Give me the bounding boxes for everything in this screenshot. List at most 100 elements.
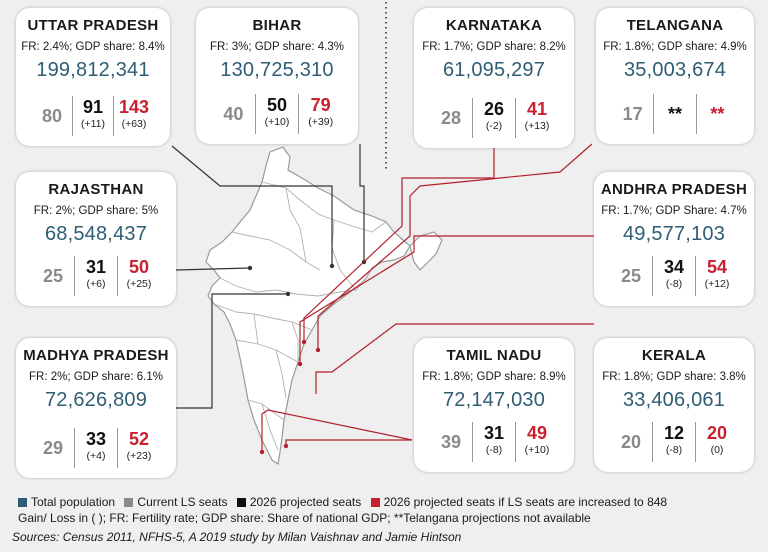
state-name: KERALA bbox=[641, 347, 707, 364]
total-population: 68,548,437 bbox=[44, 223, 148, 245]
seat-columns: 28 26 (-2) 41 (+13) bbox=[430, 98, 558, 138]
increased-seats: 54 bbox=[706, 257, 728, 277]
fertility-gdp: FR: 1.8%; GDP share: 8.9% bbox=[422, 371, 566, 383]
legend-swatch bbox=[236, 498, 246, 507]
north-connectors bbox=[171, 144, 365, 409]
projected-change: (+11) bbox=[80, 118, 106, 130]
current-seats: 25 bbox=[620, 266, 642, 286]
projected-change: (-2) bbox=[485, 120, 503, 132]
legend: Total population Current LS seats 2026 p… bbox=[18, 494, 673, 510]
fertility-gdp: FR: 1.8%; GDP share: 3.8% bbox=[602, 371, 746, 383]
current-seats: 80 bbox=[41, 106, 63, 126]
legend-item-projected-seats: 2026 projected seats bbox=[236, 494, 362, 510]
total-population: 199,812,341 bbox=[36, 59, 150, 81]
projected-seats: 91 bbox=[82, 97, 104, 117]
state-name: TELANGANA bbox=[626, 17, 724, 34]
fertility-gdp: FR: 1.8%; GDP share: 4.9% bbox=[603, 41, 747, 53]
increased-change: (0) bbox=[710, 444, 724, 456]
legend-label: 2026 projected seats if LS seats are inc… bbox=[383, 495, 668, 509]
increased-change: (+39) bbox=[308, 116, 334, 128]
total-population: 72,147,030 bbox=[442, 389, 546, 411]
state-name: ANDHRA PRADESH bbox=[600, 181, 748, 198]
projected-seats: 31 bbox=[483, 423, 505, 443]
increased-seats: 41 bbox=[526, 99, 548, 119]
seat-columns: 17 ** ** bbox=[612, 94, 738, 134]
seat-columns: 29 33 (+4) 52 (+23) bbox=[32, 428, 160, 468]
state-name: TAMIL NADU bbox=[446, 347, 542, 364]
state-card-telangana: TELANGANA FR: 1.8%; GDP share: 4.9% 35,0… bbox=[596, 8, 754, 144]
increased-seats: 50 bbox=[128, 257, 150, 277]
current-seats: 28 bbox=[440, 108, 462, 128]
projected-change: (+4) bbox=[86, 450, 106, 462]
total-population: 35,003,674 bbox=[623, 59, 727, 81]
footnote: Gain/ Loss in ( ); FR: Fertility rate; G… bbox=[18, 511, 591, 525]
state-name: UTTAR PRADESH bbox=[27, 17, 159, 34]
legend-swatch bbox=[370, 498, 380, 507]
projected-change: (+10) bbox=[264, 116, 290, 128]
sources: Sources: Census 2011, NFHS-5, A 2019 stu… bbox=[12, 530, 462, 544]
state-card-uttar-pradesh: UTTAR PRADESH FR: 2.4%; GDP share: 8.4% … bbox=[16, 8, 170, 146]
state-card-tamil-nadu: TAMIL NADU FR: 1.8%; GDP share: 8.9% 72,… bbox=[414, 338, 574, 472]
state-card-rajasthan: RAJASTHAN FR: 2%; GDP share: 5% 68,548,4… bbox=[16, 172, 176, 306]
legend-swatch bbox=[124, 498, 134, 507]
legend-label: Current LS seats bbox=[137, 495, 228, 509]
projected-change: (-8) bbox=[665, 278, 683, 290]
state-name: MADHYA PRADESH bbox=[23, 347, 169, 364]
projected-change: (-8) bbox=[665, 444, 683, 456]
state-card-andhra-pradesh: ANDHRA PRADESH FR: 1.7%; GDP Share: 4.7%… bbox=[594, 172, 754, 306]
legend-swatch bbox=[18, 498, 27, 507]
fertility-gdp: FR: 3%; GDP share: 4.3% bbox=[209, 41, 344, 53]
increased-seats: 143 bbox=[118, 97, 150, 117]
increased-seats: 20 bbox=[706, 423, 728, 443]
legend-item-increased-seats: 2026 projected seats if LS seats are inc… bbox=[370, 494, 668, 510]
state-name: RAJASTHAN bbox=[48, 181, 144, 198]
increased-seats: 49 bbox=[526, 423, 548, 443]
projected-seats: ** bbox=[667, 104, 682, 124]
increased-change: (+23) bbox=[126, 450, 152, 462]
current-seats: 20 bbox=[620, 432, 642, 452]
current-seats: 39 bbox=[440, 432, 462, 452]
total-population: 61,095,297 bbox=[442, 59, 546, 81]
northeast-outline bbox=[409, 231, 443, 271]
legend-item-current-seats: Current LS seats bbox=[124, 494, 227, 510]
fertility-gdp: FR: 1.7%; GDP share: 8.2% bbox=[422, 41, 566, 53]
fertility-gdp: FR: 2%; GDP share: 6.1% bbox=[28, 371, 163, 383]
legend-label: 2026 projected seats bbox=[249, 495, 362, 509]
current-seats: 25 bbox=[42, 266, 64, 286]
fertility-gdp: FR: 2%; GDP share: 5% bbox=[33, 205, 159, 217]
legend-item-total-population: Total population bbox=[18, 494, 115, 510]
projected-seats: 12 bbox=[663, 423, 685, 443]
increased-seats: 52 bbox=[128, 429, 150, 449]
increased-change: (+12) bbox=[704, 278, 730, 290]
seat-columns: 39 31 (-8) 49 (+10) bbox=[430, 422, 558, 462]
increased-change: (+25) bbox=[126, 278, 152, 290]
seat-columns: 40 50 (+10) 79 (+39) bbox=[212, 94, 342, 134]
total-population: 72,626,809 bbox=[44, 389, 148, 411]
current-seats: 29 bbox=[42, 438, 64, 458]
increased-change: (+13) bbox=[524, 120, 550, 132]
increased-change: (+63) bbox=[121, 118, 147, 130]
increased-change: (+10) bbox=[524, 444, 550, 456]
state-card-karnataka: KARNATAKA FR: 1.7%; GDP share: 8.2% 61,0… bbox=[414, 8, 574, 148]
projected-seats: 31 bbox=[85, 257, 107, 277]
current-seats: 40 bbox=[223, 104, 244, 124]
state-card-madhya-pradesh: MADHYA PRADESH FR: 2%; GDP share: 6.1% 7… bbox=[16, 338, 176, 478]
total-population: 130,725,310 bbox=[220, 59, 334, 81]
projected-seats: 33 bbox=[85, 429, 107, 449]
india-outline bbox=[205, 146, 411, 466]
seat-columns: 20 12 (-8) 20 (0) bbox=[610, 422, 738, 462]
current-seats: 17 bbox=[622, 104, 643, 124]
increased-seats: 79 bbox=[310, 95, 331, 115]
projected-change: (+6) bbox=[86, 278, 106, 290]
projected-change: (-8) bbox=[485, 444, 503, 456]
south-connector-dots bbox=[259, 339, 321, 455]
projected-seats: 34 bbox=[663, 257, 685, 277]
projected-seats: 50 bbox=[266, 95, 288, 115]
increased-seats: ** bbox=[710, 104, 725, 124]
seat-columns: 80 91 (+11) 143 (+63) bbox=[32, 96, 154, 136]
state-card-kerala: KERALA FR: 1.8%; GDP share: 3.8% 33,406,… bbox=[594, 338, 754, 472]
state-name: BIHAR bbox=[252, 17, 302, 34]
seat-columns: 25 34 (-8) 54 (+12) bbox=[610, 256, 738, 296]
fertility-gdp: FR: 1.7%; GDP Share: 4.7% bbox=[601, 205, 747, 217]
seat-columns: 25 31 (+6) 50 (+25) bbox=[32, 256, 160, 296]
